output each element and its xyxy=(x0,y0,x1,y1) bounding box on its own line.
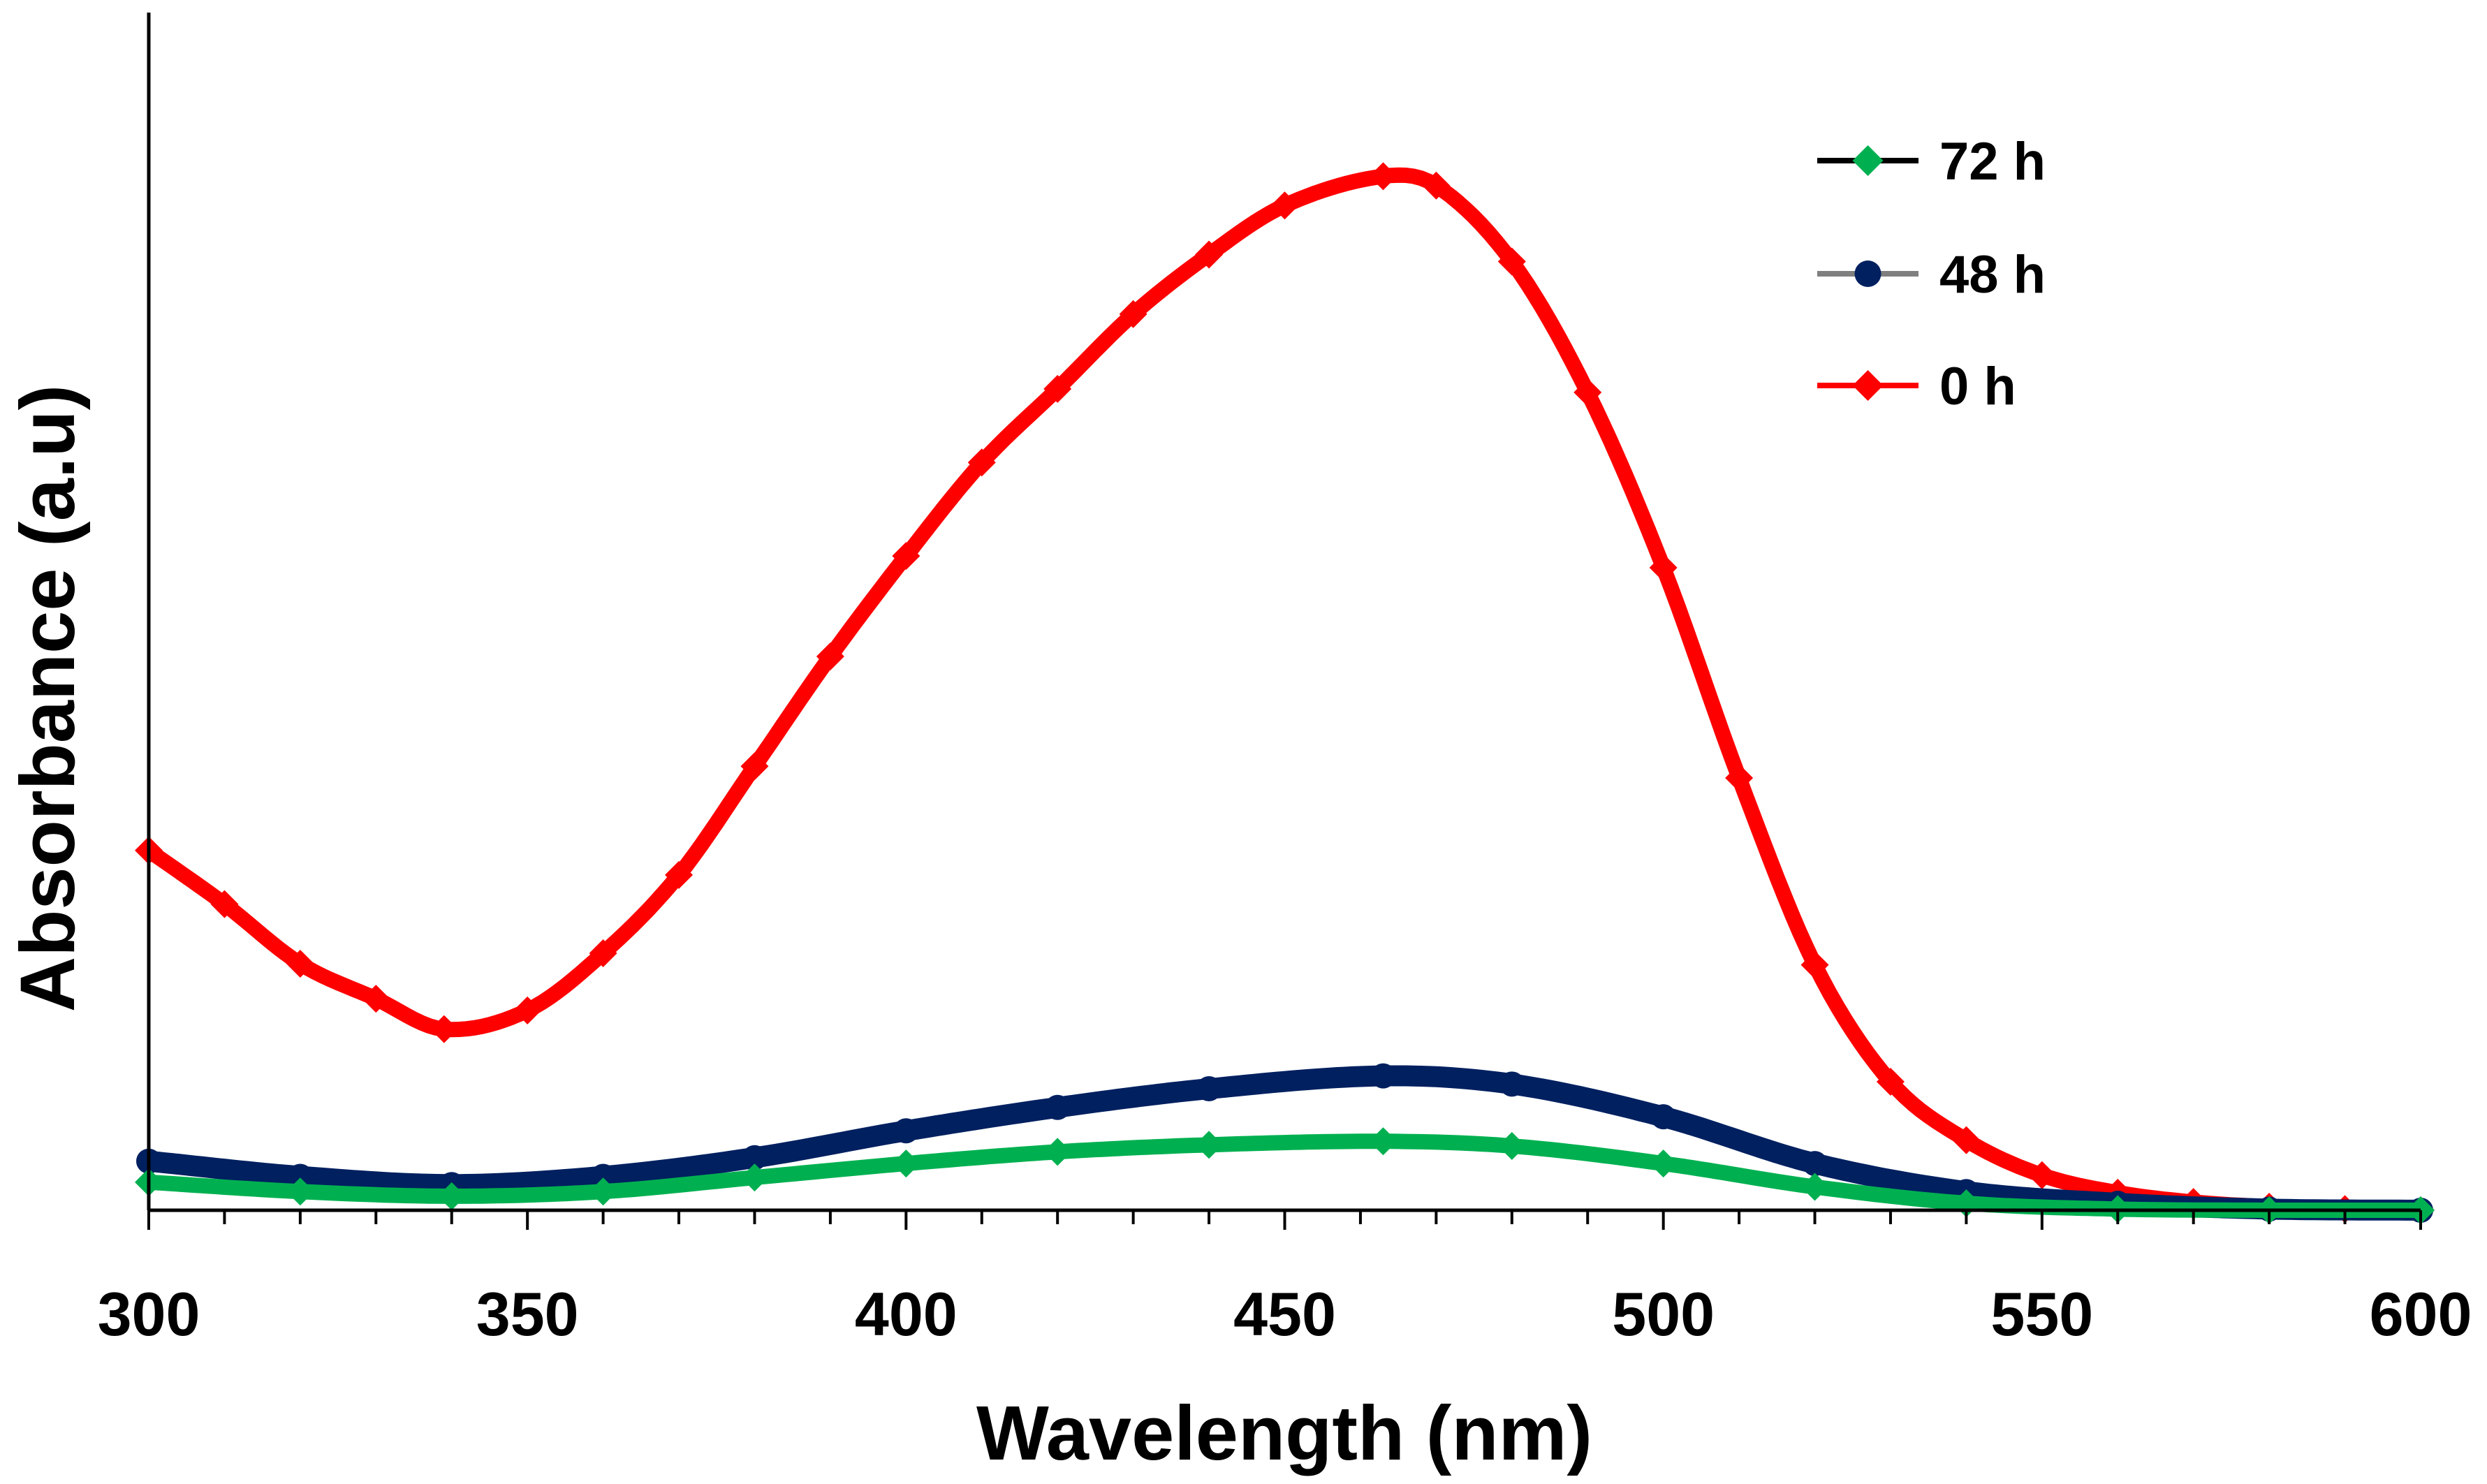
x-tick-label: 450 xyxy=(1233,1279,1336,1349)
x-tick-label: 600 xyxy=(2370,1279,2472,1349)
data-point xyxy=(1499,1071,1525,1097)
legend-entry: 72 h xyxy=(1817,132,2046,191)
data-point xyxy=(967,448,996,477)
data-point xyxy=(437,1182,466,1210)
x-ticks xyxy=(147,1210,2422,1230)
data-point xyxy=(893,1118,919,1144)
data-point xyxy=(892,1149,920,1178)
data-point xyxy=(589,939,617,967)
data-point xyxy=(210,890,239,918)
data-point xyxy=(2027,1161,2056,1189)
data-point xyxy=(1497,247,1526,276)
data-point xyxy=(1043,374,1072,403)
data-point xyxy=(1370,1063,1396,1089)
data-point xyxy=(1876,1067,1905,1096)
data-point xyxy=(742,1145,768,1170)
legend-entry: 48 h xyxy=(1817,245,2046,304)
x-tick-labels: 300 350 400 450 500 550 600 xyxy=(98,1279,2472,1349)
data-point xyxy=(1649,553,1678,582)
x-tick-label: 400 xyxy=(855,1279,958,1349)
legend-entry: 0 h xyxy=(1817,357,2016,416)
data-point xyxy=(1369,162,1397,191)
legend-label: 72 h xyxy=(1939,132,2046,191)
data-point xyxy=(1195,240,1224,269)
data-point xyxy=(1573,378,1602,406)
data-point xyxy=(1650,1104,1676,1130)
x-axis-title: Wavelength (nm) xyxy=(976,1390,1592,1476)
legend-marker xyxy=(1852,370,1884,401)
data-point xyxy=(1800,950,1829,979)
data-point xyxy=(1369,1127,1397,1156)
series-line-48h xyxy=(138,1065,2431,1221)
series-layer xyxy=(135,162,2435,1224)
legend-label: 0 h xyxy=(1939,357,2016,416)
series-line-72h xyxy=(141,1133,2428,1218)
data-point xyxy=(590,1163,616,1189)
data-point xyxy=(513,996,542,1024)
x-tick-label: 350 xyxy=(476,1279,579,1349)
data-point xyxy=(362,985,390,1013)
data-point xyxy=(1802,1151,1828,1177)
data-point xyxy=(1270,191,1299,220)
data-point xyxy=(1800,1173,1829,1201)
data-point xyxy=(1725,763,1754,792)
series-line-0h xyxy=(141,167,2428,1218)
data-point xyxy=(1497,1131,1526,1160)
data-point xyxy=(1422,171,1451,200)
data-point xyxy=(1043,1138,1072,1166)
x-tick-label: 500 xyxy=(1612,1279,1715,1349)
series-0h xyxy=(135,162,2435,1224)
data-point xyxy=(740,1163,769,1192)
data-point xyxy=(287,1163,313,1189)
legend-marker xyxy=(1854,260,1881,287)
series-72h xyxy=(135,1127,2435,1224)
data-point xyxy=(1045,1094,1071,1120)
x-tick-label: 550 xyxy=(1990,1279,2093,1349)
data-point xyxy=(286,949,314,978)
data-point xyxy=(665,860,694,889)
data-point xyxy=(1649,1149,1678,1178)
data-point xyxy=(589,1177,617,1206)
y-axis-title: Absorbance (a.u) xyxy=(5,385,91,1012)
legend: 72 h 48 h 0 h xyxy=(1817,132,2046,416)
data-point xyxy=(1195,1131,1224,1159)
data-point xyxy=(740,752,769,781)
x-tick-label: 300 xyxy=(98,1279,200,1349)
data-point xyxy=(1952,1126,1981,1154)
data-point xyxy=(1196,1076,1222,1102)
data-point xyxy=(430,1015,458,1043)
data-point xyxy=(286,1177,314,1206)
legend-marker xyxy=(1852,145,1884,176)
data-point xyxy=(892,542,920,571)
data-point xyxy=(1119,300,1147,328)
legend-label: 48 h xyxy=(1939,245,2046,304)
data-point xyxy=(816,642,844,670)
